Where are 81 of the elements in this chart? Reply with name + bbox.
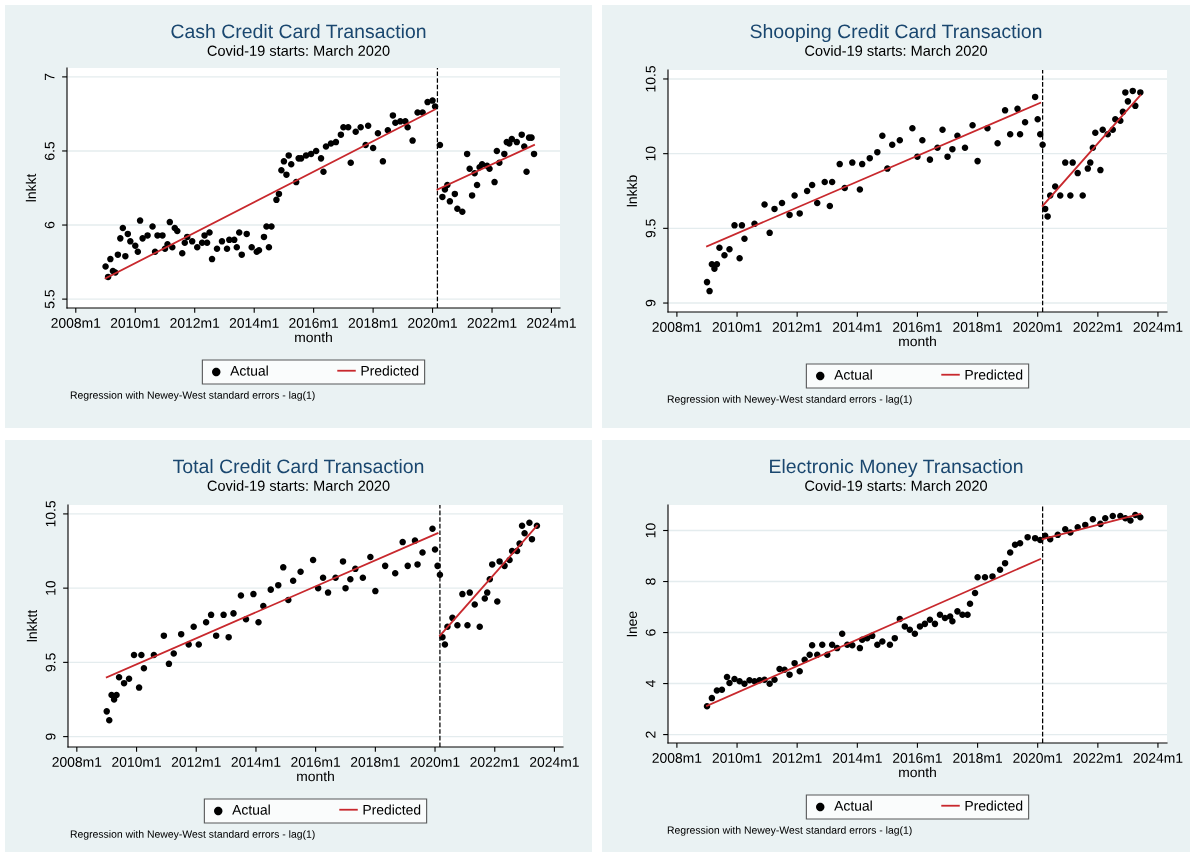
x-tick-label: 2018m1 (953, 322, 1003, 332)
x-tick-label: 2018m1 (348, 318, 398, 328)
x-tick-label: 2016m1 (289, 318, 339, 328)
x-tick-label: 2014m1 (832, 322, 882, 332)
y-axis-title: lnkkb (626, 175, 638, 207)
legend-label: Actual (834, 800, 872, 811)
y-tick-label: 8 (645, 578, 656, 585)
chart-subtitle: Covid-19 starts: March 2020 (805, 480, 988, 491)
y-tick-label: 6.5 (44, 141, 55, 160)
x-tick-label: 2012m1 (171, 757, 221, 767)
y-tick-label: 9 (645, 299, 656, 307)
text: Regression with Newey-West standard errors - lag(1) (70, 830, 315, 840)
y-tick-label: 9.5 (645, 219, 656, 238)
y-tick-label: 4 (645, 680, 656, 688)
text: Regression with Newey-West standard errors - lag(1) (667, 395, 912, 405)
y-tick-label: 10 (645, 146, 656, 161)
y-tick-label: 5.5 (44, 290, 55, 309)
y-tick-label: 9 (45, 733, 56, 740)
x-tick-label: 2020m1 (1013, 753, 1063, 763)
y-axis-title: lnee (626, 611, 638, 637)
x-tick-label: 2024m1 (1133, 753, 1183, 763)
x-tick-label: 2024m1 (1133, 322, 1183, 332)
x-tick-label: 2008m1 (52, 757, 102, 767)
x-tick-label: 2018m1 (350, 757, 400, 767)
chart-subtitle: Covid-19 starts: March 2020 (207, 45, 390, 56)
x-tick-label: 2020m1 (1013, 322, 1063, 332)
x-tick-label: 2022m1 (467, 318, 517, 328)
x-tick-label: 2008m1 (652, 322, 702, 332)
x-tick-label: 2008m1 (652, 753, 702, 763)
x-axis-title: month (899, 767, 936, 778)
x-tick-label: 2024m1 (530, 757, 579, 767)
x-tick-label: 2010m1 (112, 757, 161, 767)
x-tick-label: 2020m1 (410, 757, 460, 767)
legend-label: Actual (232, 804, 270, 815)
y-tick-label: 6 (44, 221, 55, 229)
x-tick-label: 2010m1 (712, 322, 762, 332)
x-tick-label: 2012m1 (772, 322, 822, 332)
y-tick-label: 10.5 (645, 66, 656, 92)
legend-label: Predicted (363, 804, 421, 815)
x-tick-label: 2022m1 (470, 757, 520, 767)
x-tick-label: 2014m1 (229, 318, 279, 328)
text: Regression with Newey-West standard errors - lag(1) (667, 826, 912, 836)
chart-title: Shooping Credit Card Transaction (750, 23, 1042, 43)
y-tick-label: 6 (645, 629, 656, 636)
x-tick-label: 2024m1 (527, 318, 576, 328)
x-tick-label: 2014m1 (231, 757, 281, 767)
x-tick-label: 2010m1 (110, 318, 160, 328)
y-tick-label: 10 (45, 580, 56, 595)
x-tick-label: 2022m1 (1073, 753, 1123, 763)
x-tick-label: 2016m1 (893, 322, 942, 332)
y-axis-title: lnkktt (26, 609, 37, 642)
legend-label: Predicted (965, 369, 1023, 380)
chart-title: Electronic Money Transaction (770, 458, 1023, 478)
legend-label: Actual (230, 365, 268, 376)
chart-title: Total Credit Card Transaction (173, 458, 424, 474)
y-tick-label: 9.5 (45, 653, 56, 672)
chart-title: Cash Credit Card Transaction (171, 23, 426, 39)
y-tick-label: 10.5 (45, 500, 56, 527)
text: Regression with Newey-West standard errors - lag(1) (70, 391, 315, 401)
x-tick-label: 2020m1 (408, 318, 457, 328)
x-tick-label: 2008m1 (51, 318, 101, 328)
x-tick-label: 2018m1 (953, 753, 1003, 763)
x-tick-label: 2022m1 (1073, 322, 1123, 332)
x-tick-label: 2010m1 (712, 753, 762, 763)
chart-subtitle: Covid-19 starts: March 2020 (207, 480, 390, 491)
y-axis-title: lnkkt (25, 173, 36, 202)
legend-label: Predicted (361, 365, 419, 376)
y-tick-label: 2 (645, 731, 656, 738)
y-tick-label: 7 (44, 73, 55, 81)
x-tick-label: 2016m1 (893, 753, 942, 763)
x-tick-label: 2014m1 (832, 753, 882, 763)
y-tick-label: 10 (645, 523, 656, 538)
x-tick-label: 2012m1 (772, 753, 822, 763)
x-axis-title: month (899, 336, 936, 347)
legend-label: Actual (834, 369, 872, 380)
x-tick-label: 2012m1 (170, 318, 220, 328)
legend-label: Predicted (965, 800, 1023, 811)
chart-subtitle: Covid-19 starts: March 2020 (805, 45, 988, 56)
x-axis-title: month (297, 771, 334, 782)
x-axis-title: month (295, 332, 332, 343)
x-tick-label: 2016m1 (291, 757, 341, 767)
